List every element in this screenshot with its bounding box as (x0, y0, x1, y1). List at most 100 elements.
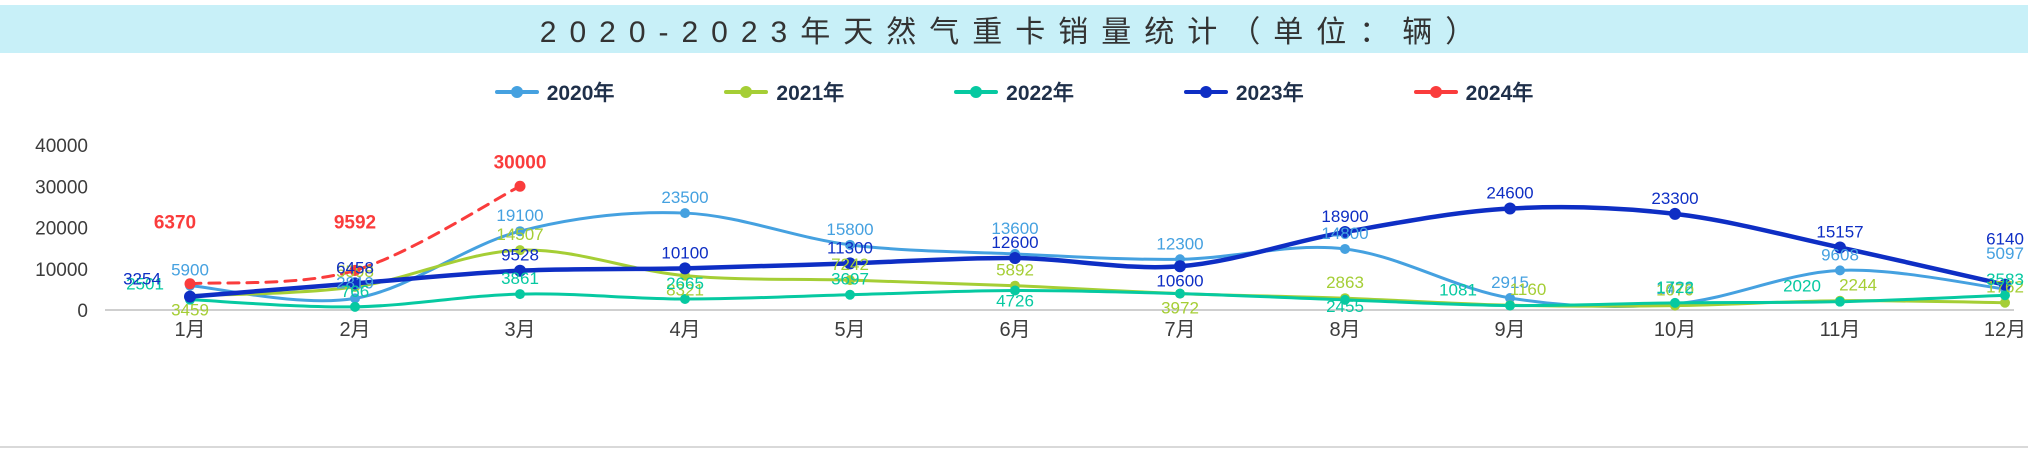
data-point-2023年 (349, 277, 361, 290)
data-point-2020年 (350, 293, 360, 304)
data-point-2022年 (1670, 297, 1680, 308)
data-point-2022年 (1835, 296, 1845, 307)
data-point-2023年 (514, 264, 526, 277)
legend-dot (740, 86, 753, 98)
data-label: 12600 (991, 233, 1038, 252)
legend-item-2021年: 2021年 (724, 76, 844, 108)
data-point-2024年 (514, 180, 526, 192)
legend-label: 2021年 (776, 82, 845, 105)
data-label: 23300 (1651, 189, 1698, 208)
data-label: 15157 (1816, 222, 1863, 241)
legend-dot (1199, 86, 1212, 98)
y-axis-tick-label: 30000 (35, 177, 88, 198)
data-point-2021年 (2000, 297, 2010, 308)
data-label: 14800 (1321, 224, 1368, 243)
data-point-2020年 (1340, 243, 1350, 254)
data-point-2022年 (1010, 285, 1020, 296)
data-label: 2863 (1326, 273, 1364, 292)
data-point-2023年 (844, 257, 856, 270)
page-title: 2020-2023年天然气重卡销量统计（单位：辆） (539, 16, 1489, 49)
x-axis-month-label: 6月 (999, 319, 1030, 341)
data-point-2023年 (1174, 260, 1186, 273)
data-label: 3459 (171, 301, 209, 320)
series-line-2021年 (188, 248, 2007, 308)
data-point-2022年 (680, 294, 690, 305)
legend-item-2023年: 2023年 (1183, 76, 1304, 108)
legend-label: 2023年 (1235, 82, 1304, 105)
x-axis-month-label: 5月 (834, 319, 865, 341)
data-point-2024年 (349, 264, 361, 276)
data-label: 11300 (827, 238, 873, 257)
data-label: 5598 (336, 262, 374, 281)
data-label: 5900 (171, 261, 209, 280)
data-label: 6458 (336, 258, 374, 277)
data-point-2023年 (1339, 226, 1351, 239)
data-point-2020年 (515, 226, 525, 237)
legend-line-dot-icon (954, 76, 999, 108)
data-label: 23500 (661, 188, 708, 207)
data-point-2022年 (2000, 290, 2010, 301)
data-label: 9528 (501, 246, 539, 265)
data-label: 1762 (1986, 278, 2024, 297)
data-point-2020年 (1505, 292, 1515, 303)
y-axis-tick-label: 40000 (35, 136, 88, 157)
data-point-2023年 (1999, 278, 2011, 291)
legend-label: 2020年 (546, 82, 615, 105)
data-point-2021年 (845, 275, 855, 286)
data-label: 9608 (1821, 245, 1859, 264)
data-label: 3583 (1986, 270, 2024, 289)
data-label: 2020 (1783, 277, 1821, 296)
y-axis-tick-label: 0 (77, 301, 88, 322)
data-point-2020年 (680, 208, 690, 219)
data-label: 1160 (1510, 280, 1547, 299)
data-label: 15800 (826, 220, 873, 239)
data-point-2024年 (184, 278, 196, 290)
x-axis-month-label: 3月 (504, 319, 535, 341)
y-axis-tick-label: 20000 (35, 219, 88, 240)
x-axis-month-label: 8月 (1329, 319, 1360, 341)
x-axis-month-label: 1月 (174, 319, 205, 341)
data-label: 1081 (1439, 281, 1477, 300)
data-label: 3972 (1161, 299, 1199, 318)
data-label: 3697 (831, 270, 869, 289)
data-label: 18900 (1321, 207, 1368, 226)
data-point-2020年 (845, 239, 855, 250)
data-point-2022年 (845, 289, 855, 300)
legend-dot (1429, 86, 1442, 98)
data-label: 13600 (991, 219, 1038, 238)
data-point-2023年 (184, 290, 196, 303)
x-axis-month-label: 9月 (1494, 319, 1525, 341)
series-line-2023年 (187, 204, 2008, 299)
data-label: 1476 (1656, 279, 1694, 298)
x-axis-month-label: 12月 (1984, 319, 2026, 341)
data-label: 2501 (126, 275, 164, 294)
data-point-2023年 (679, 262, 691, 275)
data-label: 7242 (831, 255, 869, 274)
data-label: 1070 (1656, 281, 1694, 300)
data-label: 10600 (1156, 271, 1203, 290)
data-label: 1722 (1656, 278, 1694, 297)
legend-line-dot-icon (1183, 76, 1228, 108)
legend-label: 2024年 (1465, 82, 1534, 105)
data-point-2021年 (515, 245, 525, 256)
data-label: 6140 (1986, 230, 2024, 249)
legend-line-dot-icon (1413, 76, 1458, 108)
data-label: 12300 (1156, 234, 1203, 253)
y-axis-tick-label: 10000 (35, 260, 88, 281)
data-label: 5097 (1986, 244, 2024, 263)
data-label: 14507 (496, 225, 543, 244)
x-axis-month-label: 4月 (669, 319, 700, 341)
legend-dot (970, 86, 983, 98)
x-axis-month-label: 10月 (1654, 319, 1696, 341)
data-point-2022年 (1340, 294, 1350, 305)
x-axis-month-label: 2月 (339, 319, 370, 341)
series-line-2020年 (188, 211, 2007, 308)
chart-legend: 2020年 2021年 2022年 2023年 2024年 (0, 76, 2028, 108)
data-label: 2455 (1326, 297, 1364, 316)
legend-item-2024年: 2024年 (1413, 76, 1534, 108)
data-label: 6370 (154, 213, 196, 234)
legend-item-2020年: 2020年 (494, 76, 615, 108)
data-point-2023年 (1834, 241, 1846, 254)
